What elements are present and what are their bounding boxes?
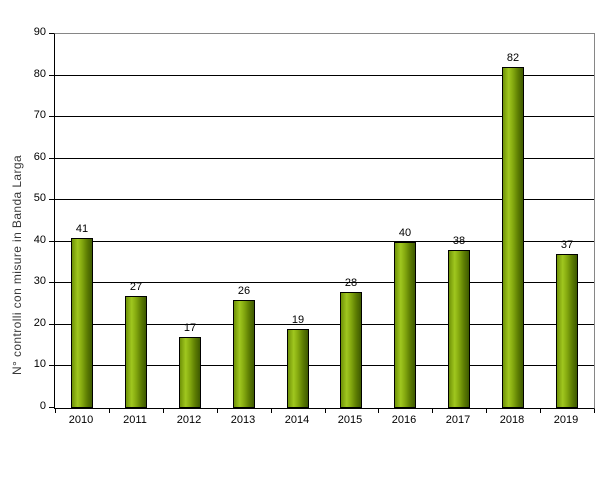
bar-value-label: 37 xyxy=(560,239,574,251)
bar xyxy=(71,238,93,408)
y-axis-tick xyxy=(49,199,54,201)
x-axis-tick xyxy=(217,409,218,413)
gridline xyxy=(55,240,594,242)
bar-value-label: 41 xyxy=(75,223,89,235)
x-axis-tick xyxy=(109,409,110,413)
x-category-label: 2016 xyxy=(391,414,417,426)
y-axis-tick xyxy=(49,365,54,367)
bar xyxy=(448,250,470,408)
y-tick-label: 30 xyxy=(33,275,46,288)
y-axis-tick xyxy=(49,157,54,159)
y-tick-label: 0 xyxy=(39,400,46,412)
bar xyxy=(394,242,416,408)
x-axis-tick xyxy=(55,409,56,413)
y-axis-tick xyxy=(49,116,54,118)
gridline xyxy=(55,323,594,325)
bar xyxy=(287,329,309,408)
bar-value-label: 27 xyxy=(129,281,143,293)
bar xyxy=(340,292,362,408)
x-category-label: 2011 xyxy=(123,414,147,426)
gridline xyxy=(55,116,594,118)
y-axis-tick xyxy=(49,33,54,34)
bar xyxy=(125,296,147,408)
bar xyxy=(502,67,524,408)
x-category-label: 2012 xyxy=(176,414,202,426)
x-axis-tick xyxy=(325,409,326,413)
gridline xyxy=(55,199,594,201)
y-tick-label: 70 xyxy=(33,109,46,122)
bar-value-label: 17 xyxy=(183,322,197,334)
x-category-label: 2017 xyxy=(445,414,471,426)
y-axis-tick xyxy=(49,240,54,242)
gridline xyxy=(55,365,594,367)
x-category-label: 2019 xyxy=(553,414,579,426)
y-tick-label: 20 xyxy=(33,316,46,329)
bar-value-label: 26 xyxy=(237,285,251,297)
bar xyxy=(233,300,255,408)
x-category-label: 2015 xyxy=(337,414,363,426)
y-tick-label: 10 xyxy=(33,358,46,371)
plot-area: 41 27 17 26 19 28 40 38 82 37 xyxy=(49,33,595,413)
y-tick-label: 50 xyxy=(33,192,46,205)
x-axis-tick xyxy=(540,409,541,413)
y-tick-label: 40 xyxy=(33,233,46,246)
gridline xyxy=(55,282,594,284)
x-category-label: 2014 xyxy=(284,414,310,426)
x-axis-tick xyxy=(163,409,164,413)
y-axis-tick xyxy=(49,282,54,284)
bar xyxy=(556,254,578,408)
y-axis-title: N° controlli con misure in Banda Larga xyxy=(10,154,24,376)
x-category-label: 2013 xyxy=(230,414,256,426)
gridline xyxy=(55,157,594,159)
y-tick-label: 60 xyxy=(33,150,46,163)
bar-value-label: 40 xyxy=(398,227,412,239)
bar-value-label: 38 xyxy=(452,235,466,247)
x-category-label: 2018 xyxy=(499,414,525,426)
y-tick-label: 80 xyxy=(33,67,46,80)
bar-value-label: 82 xyxy=(506,52,520,64)
gridline xyxy=(55,74,594,76)
x-axis-tick xyxy=(378,409,379,413)
y-axis-tick xyxy=(49,323,54,325)
bar xyxy=(179,337,201,408)
x-axis-tick xyxy=(432,409,433,413)
x-axis-tick xyxy=(594,409,595,413)
x-axis-tick xyxy=(271,409,272,413)
y-axis-tick xyxy=(49,74,54,76)
bar-value-label: 19 xyxy=(291,314,305,326)
x-axis-tick xyxy=(486,409,487,413)
bar-value-label: 28 xyxy=(344,277,358,289)
y-tick-label: 90 xyxy=(33,26,46,38)
y-axis-tick xyxy=(49,407,54,408)
x-category-label: 2010 xyxy=(68,414,94,426)
